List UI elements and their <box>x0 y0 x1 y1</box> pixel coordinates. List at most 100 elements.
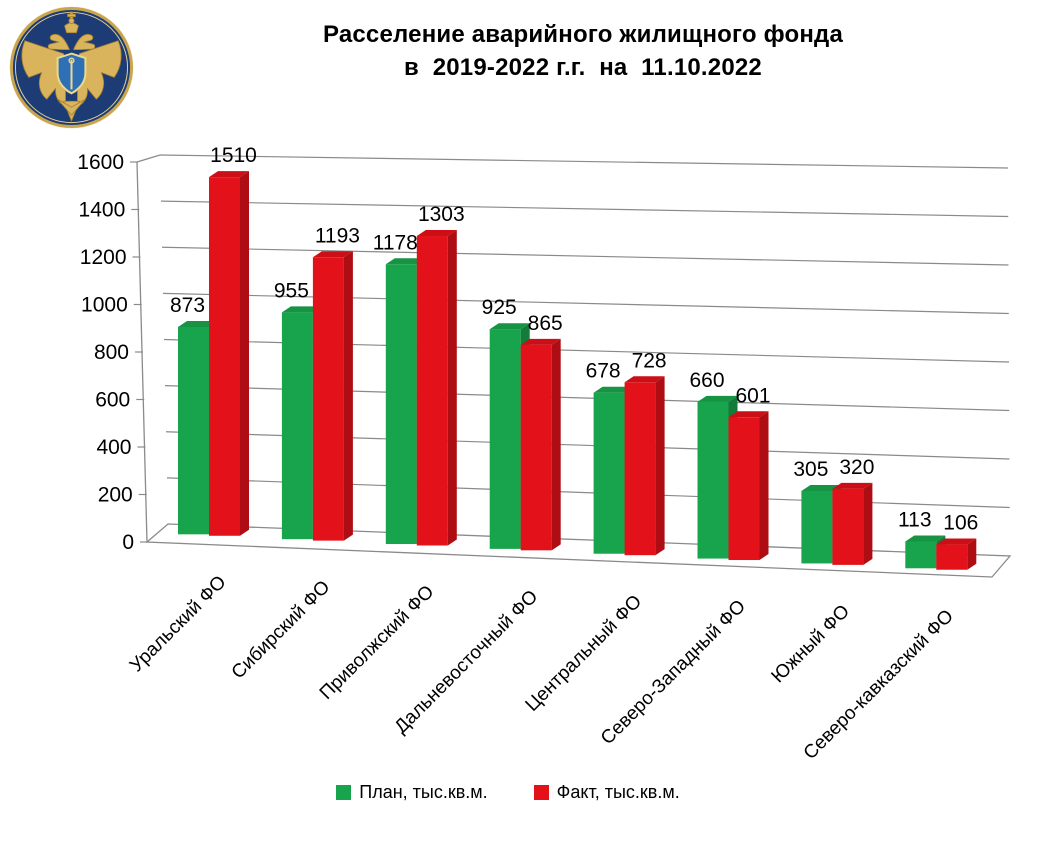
legend-label-fact: Факт, тыс.кв.м. <box>556 782 680 802</box>
bar-front-face <box>385 264 417 545</box>
bar-value-label: 660 <box>689 369 724 392</box>
bar-value-label: 1510 <box>210 144 257 167</box>
bar-fact-2 <box>416 230 457 546</box>
y-axis-tick-label: 600 <box>95 389 130 412</box>
bar-side-face <box>447 230 457 546</box>
value-axis: 0 200 400 600 800 1000 1200 1400 1600 <box>77 151 161 554</box>
category-label: Центральный ФО <box>522 591 647 716</box>
gridline <box>162 292 1009 315</box>
bar-value-label: 925 <box>482 296 517 319</box>
bar-top-face <box>281 306 322 313</box>
y-axis-tick-label: 1600 <box>77 151 124 174</box>
bar-front-face <box>312 257 344 541</box>
gridline <box>161 246 1009 266</box>
bar-front-face <box>178 326 209 535</box>
bar-side-face <box>759 411 769 561</box>
gridline <box>160 200 1009 218</box>
bar-front-face <box>728 417 760 561</box>
category-label: Приволжский ФО <box>316 581 438 703</box>
bar-top-face <box>801 484 842 491</box>
y-axis-tick-label: 1000 <box>81 294 128 317</box>
bar-top-face <box>697 395 738 402</box>
bar-value-label: 305 <box>793 458 828 481</box>
legend-item-fact: Факт, тыс.кв.м. <box>533 782 680 803</box>
plan-color-swatch <box>336 785 352 800</box>
bar-value-label: 113 <box>898 508 931 531</box>
bar-value-label: 678 <box>586 360 621 383</box>
top-bevel-edge <box>136 154 161 163</box>
bar-fact-6 <box>832 482 873 565</box>
bar-top-face <box>385 258 426 265</box>
legend-label-plan: План, тыс.кв.м. <box>359 782 488 802</box>
y-axis-tick-label: 800 <box>94 341 129 364</box>
bar-side-face <box>655 376 665 556</box>
bar-side-face <box>967 538 977 570</box>
bar-front-face <box>801 490 833 564</box>
bar-front-face <box>489 329 521 549</box>
bar-top-face <box>416 230 457 237</box>
bar-fact-7 <box>936 538 977 570</box>
bar-side-face <box>343 251 353 541</box>
bar-fact-3 <box>520 338 561 551</box>
bar-top-face <box>905 535 946 542</box>
bar-fact-5 <box>728 411 769 561</box>
bar-value-label: 1303 <box>418 203 465 226</box>
bar-value-label: 728 <box>632 349 667 372</box>
bars <box>178 171 977 570</box>
bar-side-face <box>551 338 561 551</box>
bar-front-face <box>832 488 864 565</box>
bar-front-face <box>593 392 625 554</box>
bar-fact-4 <box>624 376 665 556</box>
y-axis-tick-label: 0 <box>122 531 134 554</box>
chart-title-line2: в 2019-2022 г.г. на 11.10.2022 <box>404 54 762 81</box>
category-label: Сибирский ФО <box>228 577 335 684</box>
bar-top-face <box>520 338 561 345</box>
bar-top-face <box>624 376 665 383</box>
category-label: Уральский ФО <box>126 572 231 677</box>
bar-top-face <box>728 411 769 418</box>
fact-color-swatch <box>533 785 549 800</box>
double-headed-eagle-icon <box>9 6 134 129</box>
bar-front-face <box>520 344 552 551</box>
y-axis-tick-label: 200 <box>98 484 133 507</box>
agency-emblem-logo <box>8 4 135 131</box>
bar-front-face <box>697 401 729 559</box>
category-label: Южный ФО <box>768 601 854 687</box>
chart-floor <box>145 523 1012 578</box>
chart-title: Расселение аварийного жилищного фонда в … <box>110 18 1056 84</box>
bar-value-label: 955 <box>274 279 309 302</box>
gridline <box>159 154 1009 169</box>
bar-value-label: 1178 <box>373 231 418 254</box>
bar-value-label: 320 <box>839 456 874 479</box>
bar-front-face <box>624 382 656 556</box>
bar-value-label: 865 <box>528 312 563 335</box>
bar-front-face <box>281 312 313 540</box>
y-axis-tick-label: 1200 <box>80 246 127 269</box>
bar-value-label: 873 <box>170 294 205 317</box>
bar-value-label: 1193 <box>315 224 360 247</box>
bar-value-label: 106 <box>943 512 978 535</box>
y-axis-tick-label: 1400 <box>79 199 126 222</box>
chart-title-line1: Расселение аварийного жилищного фонда <box>322 21 844 48</box>
bar-front-face <box>936 544 968 570</box>
bar-top-face <box>936 538 977 545</box>
bar-front-face <box>905 541 937 569</box>
chart-legend: План, тыс.кв.м. Факт, тыс.кв.м. <box>0 782 1036 803</box>
bar-side-face <box>863 482 873 565</box>
bar-front-face <box>209 177 240 536</box>
bar-top-face <box>209 171 249 178</box>
bar-side-face <box>240 171 249 536</box>
bar-fact-1 <box>312 251 353 541</box>
bar-value-label: 601 <box>735 384 770 407</box>
bar-top-face <box>489 323 530 330</box>
bar-top-face <box>178 320 218 327</box>
bar-top-face <box>312 251 353 258</box>
bar-front-face <box>416 236 448 546</box>
bar-fact-0 <box>209 171 249 536</box>
legend-item-plan: План, тыс.кв.м. <box>336 782 488 803</box>
bar-top-face <box>832 482 873 489</box>
bar-chart-plot-area: 0 200 400 600 800 1000 1200 1400 1600 873 1510 955 1… <box>77 144 1012 764</box>
y-axis-tick-label: 400 <box>96 436 131 459</box>
